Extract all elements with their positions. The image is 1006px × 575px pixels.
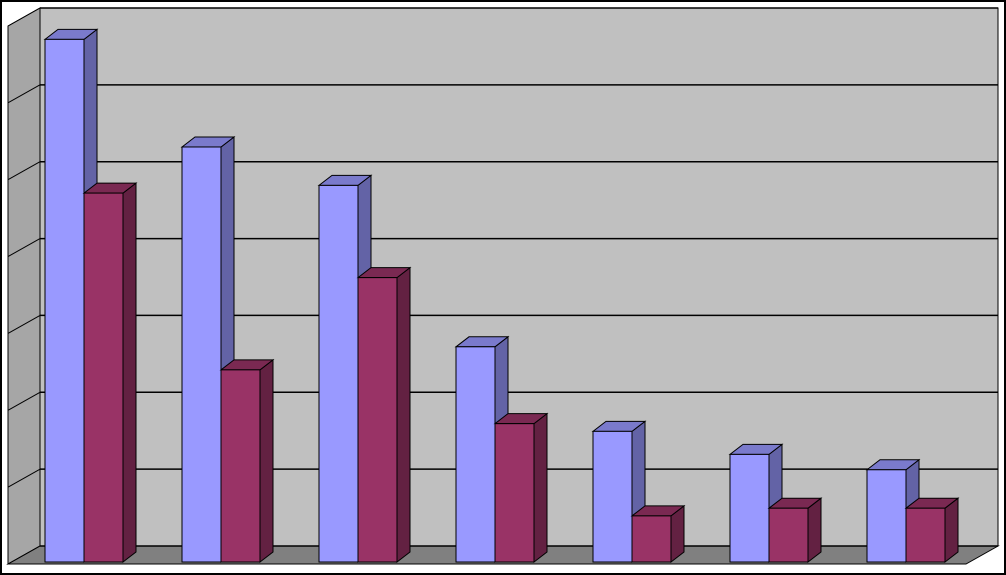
- bar-side: [807, 497, 822, 564]
- bar: [44, 38, 85, 563]
- bar: [357, 277, 398, 563]
- bar-side: [122, 182, 137, 564]
- bar: [83, 192, 124, 563]
- side-grid-line: [7, 161, 41, 181]
- bar: [494, 423, 535, 563]
- side-grid-line: [7, 314, 41, 334]
- bar-side: [259, 358, 274, 564]
- bar: [768, 507, 809, 563]
- bar: [592, 430, 633, 563]
- side-wall: [7, 7, 41, 565]
- bar: [866, 469, 907, 563]
- bar: [729, 453, 770, 563]
- side-grid-line: [7, 7, 41, 27]
- side-grid-line: [7, 84, 41, 104]
- bar: [905, 507, 946, 563]
- bar: [318, 184, 359, 563]
- bar: [220, 369, 261, 563]
- bar-side: [944, 497, 959, 564]
- bar: [631, 515, 672, 563]
- bar-side: [396, 266, 411, 564]
- bar: [455, 346, 496, 563]
- side-grid-line: [7, 468, 41, 488]
- side-grid-line: [7, 545, 41, 565]
- side-grid-line: [7, 391, 41, 411]
- bar-side: [533, 412, 548, 564]
- side-grid-line: [7, 238, 41, 258]
- bar: [181, 146, 222, 563]
